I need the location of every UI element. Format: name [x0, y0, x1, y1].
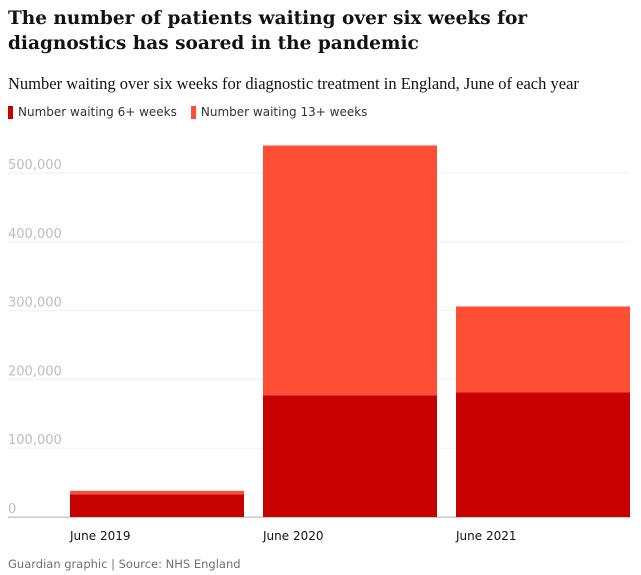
chart-title: The number of patients waiting over six … — [8, 8, 528, 54]
legend-label-13-weeks: Number waiting 13+ weeks — [200, 105, 368, 119]
x-category-label-0: June 2019 — [69, 529, 131, 543]
source-credit: Guardian graphic | Source: NHS England — [8, 557, 241, 571]
x-category-label-1: June 2020 — [262, 529, 324, 543]
y-tick-label-5: 500,000 — [8, 158, 62, 173]
legend-item-13-weeks: Number waiting 13+ weeks — [190, 105, 368, 119]
bar-6-weeks-1 — [263, 395, 437, 517]
legend-swatch-6-weeks — [8, 105, 13, 119]
y-tick-label-0: 0 — [8, 502, 16, 517]
y-tick-label-3: 300,000 — [8, 296, 62, 311]
legend-label-6-weeks: Number waiting 6+ weeks — [18, 105, 177, 119]
y-tick-label-2: 200,000 — [8, 364, 62, 379]
chart-subtitle: Number waiting over six weeks for diagno… — [8, 74, 579, 93]
y-tick-label-1: 100,000 — [8, 433, 62, 448]
legend-swatch-13-weeks — [190, 105, 196, 119]
legend: Number waiting 6+ weeks Number waiting 1… — [8, 105, 367, 119]
bar-6-weeks-2 — [456, 392, 630, 517]
x-category-label-2: June 2021 — [455, 529, 517, 543]
y-tick-label-4: 400,000 — [8, 227, 62, 242]
bar-13-weeks-0 — [70, 490, 244, 495]
bar-13-weeks-2 — [456, 306, 630, 393]
bar-6-weeks-0 — [70, 494, 244, 517]
bar-13-weeks-1 — [263, 145, 437, 396]
legend-item-6-weeks: Number waiting 6+ weeks — [8, 105, 177, 119]
